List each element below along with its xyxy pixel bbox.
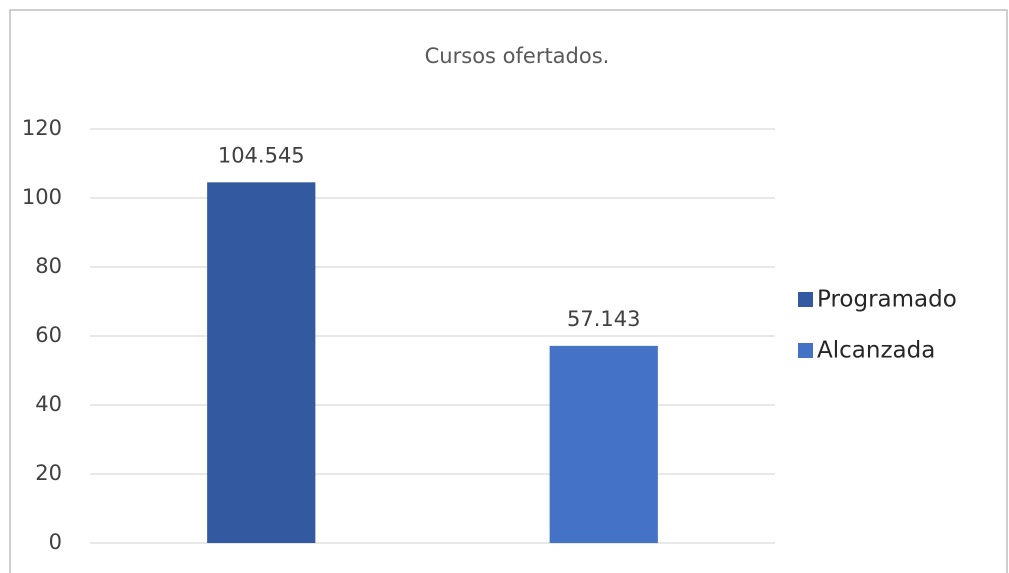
y-tick-label: 40	[35, 392, 62, 416]
y-tick-label: 120	[22, 116, 62, 140]
chart-frame	[9, 9, 1008, 573]
legend-swatch	[798, 343, 813, 358]
data-label: 104.545	[218, 143, 305, 167]
y-tick-label: 0	[49, 530, 62, 554]
data-label: 57.143	[567, 307, 640, 331]
legend-label: Programado	[817, 287, 957, 313]
y-tick-label: 20	[35, 461, 62, 485]
chart-title: Cursos ofertados.	[425, 44, 610, 68]
legend-label: Alcanzada	[817, 338, 935, 364]
bar	[549, 345, 658, 543]
bar	[207, 182, 316, 543]
y-tick-label: 100	[22, 185, 62, 209]
legend-swatch	[798, 292, 813, 307]
y-tick-label: 80	[35, 254, 62, 278]
y-tick-label: 60	[35, 323, 62, 347]
